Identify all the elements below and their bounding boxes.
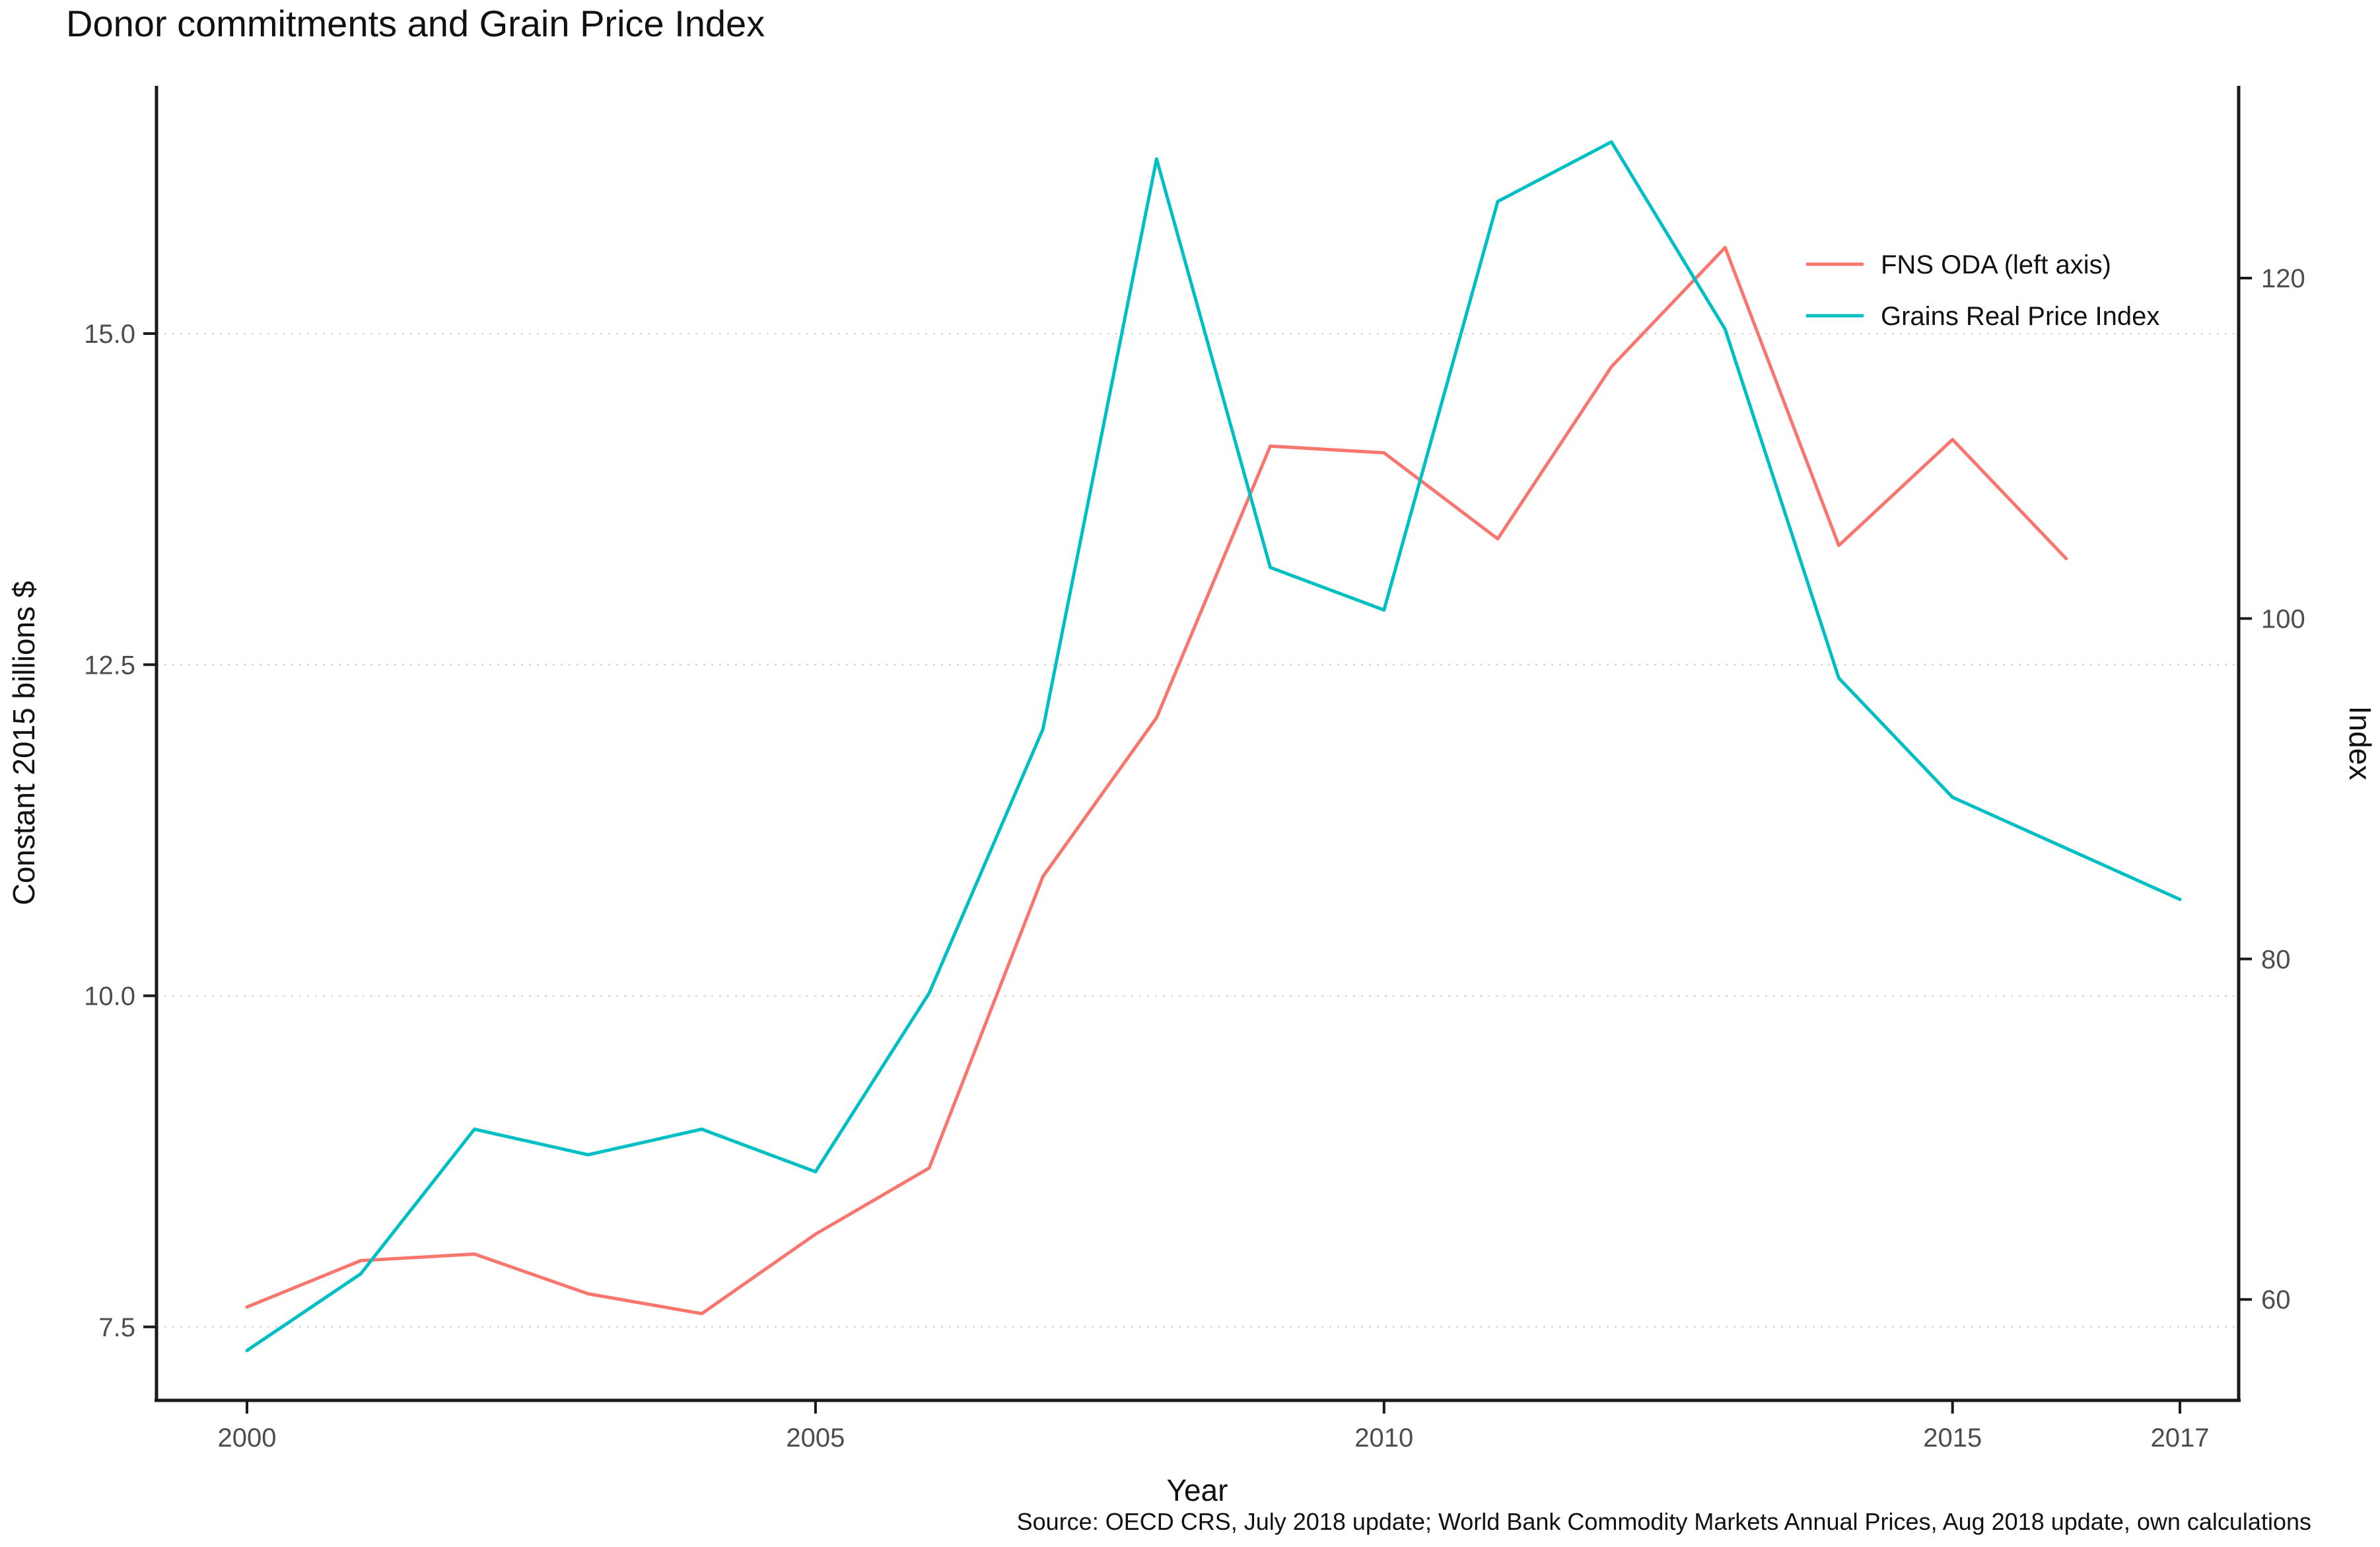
source-caption: Source: OECD CRS, July 2018 update; Worl… <box>1017 1508 2311 1535</box>
y-left-tick-label: 15.0 <box>84 320 135 349</box>
x-tick-label: 2017 <box>2151 1423 2210 1453</box>
chart-title: Donor commitments and Grain Price Index <box>66 3 765 44</box>
series-line-grains-index <box>245 140 2182 1352</box>
y-right-tick-label: 120 <box>2261 264 2305 293</box>
series-line-fns-oda <box>245 246 2068 1316</box>
x-tick-label: 2010 <box>1354 1423 1413 1453</box>
y-right-tick-label: 60 <box>2261 1285 2291 1314</box>
y-left-tick-label: 7.5 <box>98 1313 135 1342</box>
legend-label-fns-oda: FNS ODA (left axis) <box>1881 250 2111 279</box>
x-tick-label: 2000 <box>218 1423 277 1453</box>
gridlines <box>157 333 2239 1328</box>
right-axis-title: Index <box>2343 706 2377 781</box>
x-tick-label: 2005 <box>786 1423 845 1453</box>
y-right-tick-label: 100 <box>2261 604 2305 633</box>
legend-label-grains-index: Grains Real Price Index <box>1881 302 2159 331</box>
x-tick-label: 2015 <box>1923 1423 1982 1453</box>
axis-ticks: 2000 2005 2010 2015 2017 7.5 10.0 12.5 15.0 60 80 1… <box>84 264 2305 1453</box>
y-left-tick-label: 12.5 <box>84 651 135 680</box>
y-left-tick-label: 10.0 <box>84 982 135 1011</box>
legend: FNS ODA (left axis) Grains Real Price In… <box>1806 250 2159 331</box>
y-right-tick-label: 80 <box>2261 945 2291 974</box>
x-axis-title: Year <box>1167 1473 1228 1507</box>
axis-lines <box>155 86 2241 1402</box>
data-series <box>245 140 2182 1352</box>
left-axis-title: Constant 2015 billions $ <box>7 581 41 906</box>
